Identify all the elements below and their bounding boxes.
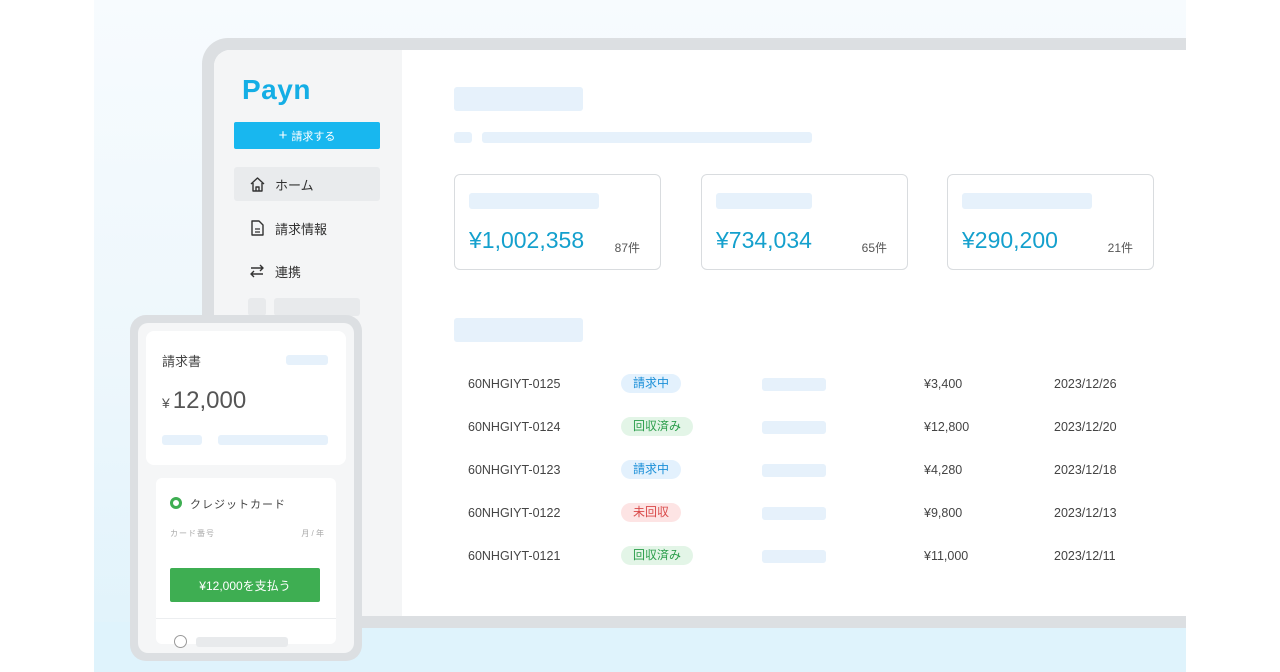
sidebar-item-label: ホーム [275, 177, 314, 193]
invoice-id: 60NHGIYT-0125 [468, 377, 561, 391]
other-method-radio[interactable] [174, 635, 187, 648]
sidebar-item-home[interactable]: ホーム [234, 167, 380, 201]
summary-card[interactable]: ¥1,002,358 87件 [454, 174, 661, 270]
sidebar-item-integrations[interactable]: 連携 [234, 254, 380, 288]
mobile-device: 請求書 ¥12,000 クレジットカード カード番号 月 / 年 ¥12,000… [130, 315, 362, 661]
placeholder-icon [248, 298, 266, 316]
invoice-row[interactable]: 60NHGIYT-0121 回収済み ¥11,000 2023/12/11 [468, 546, 1168, 566]
divider [156, 618, 336, 619]
card-number-field[interactable]: カード番号 [170, 529, 215, 538]
summary-amount: ¥734,034 [716, 227, 812, 253]
status-badge: 請求中 [621, 374, 682, 393]
placeholder-bar [286, 355, 328, 365]
placeholder-bar [454, 132, 472, 143]
credit-card-radio[interactable] [170, 497, 182, 509]
invoice-row[interactable]: 60NHGIYT-0125 請求中 ¥3,400 2023/12/26 [468, 374, 1168, 394]
sidebar-item-invoices[interactable]: 請求情報 [234, 211, 380, 245]
create-invoice-label: 請求する [291, 130, 336, 143]
invoice-date: 2023/12/18 [1054, 463, 1117, 477]
summary-count: 87件 [614, 241, 640, 255]
invoice-total: ¥12,000 [162, 387, 246, 415]
placeholder-bar [962, 193, 1092, 209]
brand-logo: Payn [242, 74, 311, 105]
invoice-date: 2023/12/20 [1054, 420, 1117, 434]
currency-symbol: ¥ [162, 395, 170, 411]
main-content: ¥1,002,358 87件 ¥734,034 65件 ¥290,200 21件… [402, 50, 1186, 616]
placeholder-bar [196, 637, 288, 647]
invoice-row[interactable]: 60NHGIYT-0124 回収済み ¥12,800 2023/12/20 [468, 417, 1168, 437]
invoice-amount: ¥11,000 [924, 549, 969, 563]
invoice-amount: 12,000 [172, 387, 247, 414]
invoice-id: 60NHGIYT-0122 [468, 506, 561, 520]
summary-card[interactable]: ¥290,200 21件 [947, 174, 1154, 270]
invoice-row[interactable]: 60NHGIYT-0123 請求中 ¥4,280 2023/12/18 [468, 460, 1168, 480]
status-badge: 請求中 [621, 460, 682, 479]
placeholder-bar [469, 193, 599, 209]
placeholder-bar [274, 298, 360, 316]
summary-card[interactable]: ¥734,034 65件 [701, 174, 908, 270]
home-icon [248, 175, 266, 193]
sidebar-item-label: 連携 [275, 264, 302, 280]
invoice-amount: ¥3,400 [924, 377, 963, 391]
status-badge: 回収済み [621, 546, 694, 565]
summary-amount: ¥1,002,358 [469, 227, 585, 253]
placeholder-bar [482, 132, 812, 143]
status-badge: 回収済み [621, 417, 694, 436]
create-invoice-button[interactable]: + 請求する [234, 122, 380, 149]
invoice-amount: ¥9,800 [924, 506, 963, 520]
desktop-device: Payn + 請求する ホーム 請求情報 [202, 38, 1186, 628]
placeholder-bar [162, 435, 202, 445]
placeholder-bar [762, 507, 826, 520]
invoice-date: 2023/12/13 [1054, 506, 1117, 520]
invoice-date: 2023/12/11 [1054, 549, 1116, 563]
invoice-amount: ¥4,280 [924, 463, 963, 477]
invoice-date: 2023/12/26 [1054, 377, 1117, 391]
invoice-row[interactable]: 60NHGIYT-0122 未回収 ¥9,800 2023/12/13 [468, 503, 1168, 523]
hero-stage: Payn + 請求する ホーム 請求情報 [94, 0, 1186, 672]
invoice-heading: 請求書 [162, 354, 202, 369]
placeholder-title [454, 87, 583, 111]
mobile-screen: 請求書 ¥12,000 クレジットカード カード番号 月 / 年 ¥12,000… [138, 323, 354, 653]
invoice-amount: ¥12,800 [924, 420, 970, 434]
sidebar-item-label: 請求情報 [275, 221, 328, 237]
invoice-id: 60NHGIYT-0124 [468, 420, 561, 434]
placeholder-bar [762, 421, 826, 434]
invoice-id: 60NHGIYT-0123 [468, 463, 561, 477]
summary-amount: ¥290,200 [962, 227, 1058, 253]
placeholder-bar [218, 435, 328, 445]
document-icon [248, 219, 266, 237]
payment-method-label: クレジットカード [190, 499, 286, 511]
swap-arrows-icon [248, 262, 266, 280]
plus-icon: + [278, 127, 288, 144]
placeholder-bar [762, 378, 826, 391]
summary-count: 65件 [861, 241, 887, 255]
placeholder-bar [762, 550, 826, 563]
placeholder-bar [762, 464, 826, 477]
status-badge: 未回収 [621, 503, 682, 522]
payment-panel: クレジットカード カード番号 月 / 年 ¥12,000を支払う [156, 478, 336, 644]
desktop-screen: Payn + 請求する ホーム 請求情報 [214, 50, 1186, 616]
placeholder-section-title [454, 318, 583, 342]
expiry-field[interactable]: 月 / 年 [301, 529, 324, 538]
invoice-summary-panel: 請求書 ¥12,000 [146, 331, 346, 465]
placeholder-bar [716, 193, 812, 209]
summary-count: 21件 [1107, 241, 1133, 255]
invoice-id: 60NHGIYT-0121 [468, 549, 561, 563]
pay-button[interactable]: ¥12,000を支払う [170, 568, 320, 602]
